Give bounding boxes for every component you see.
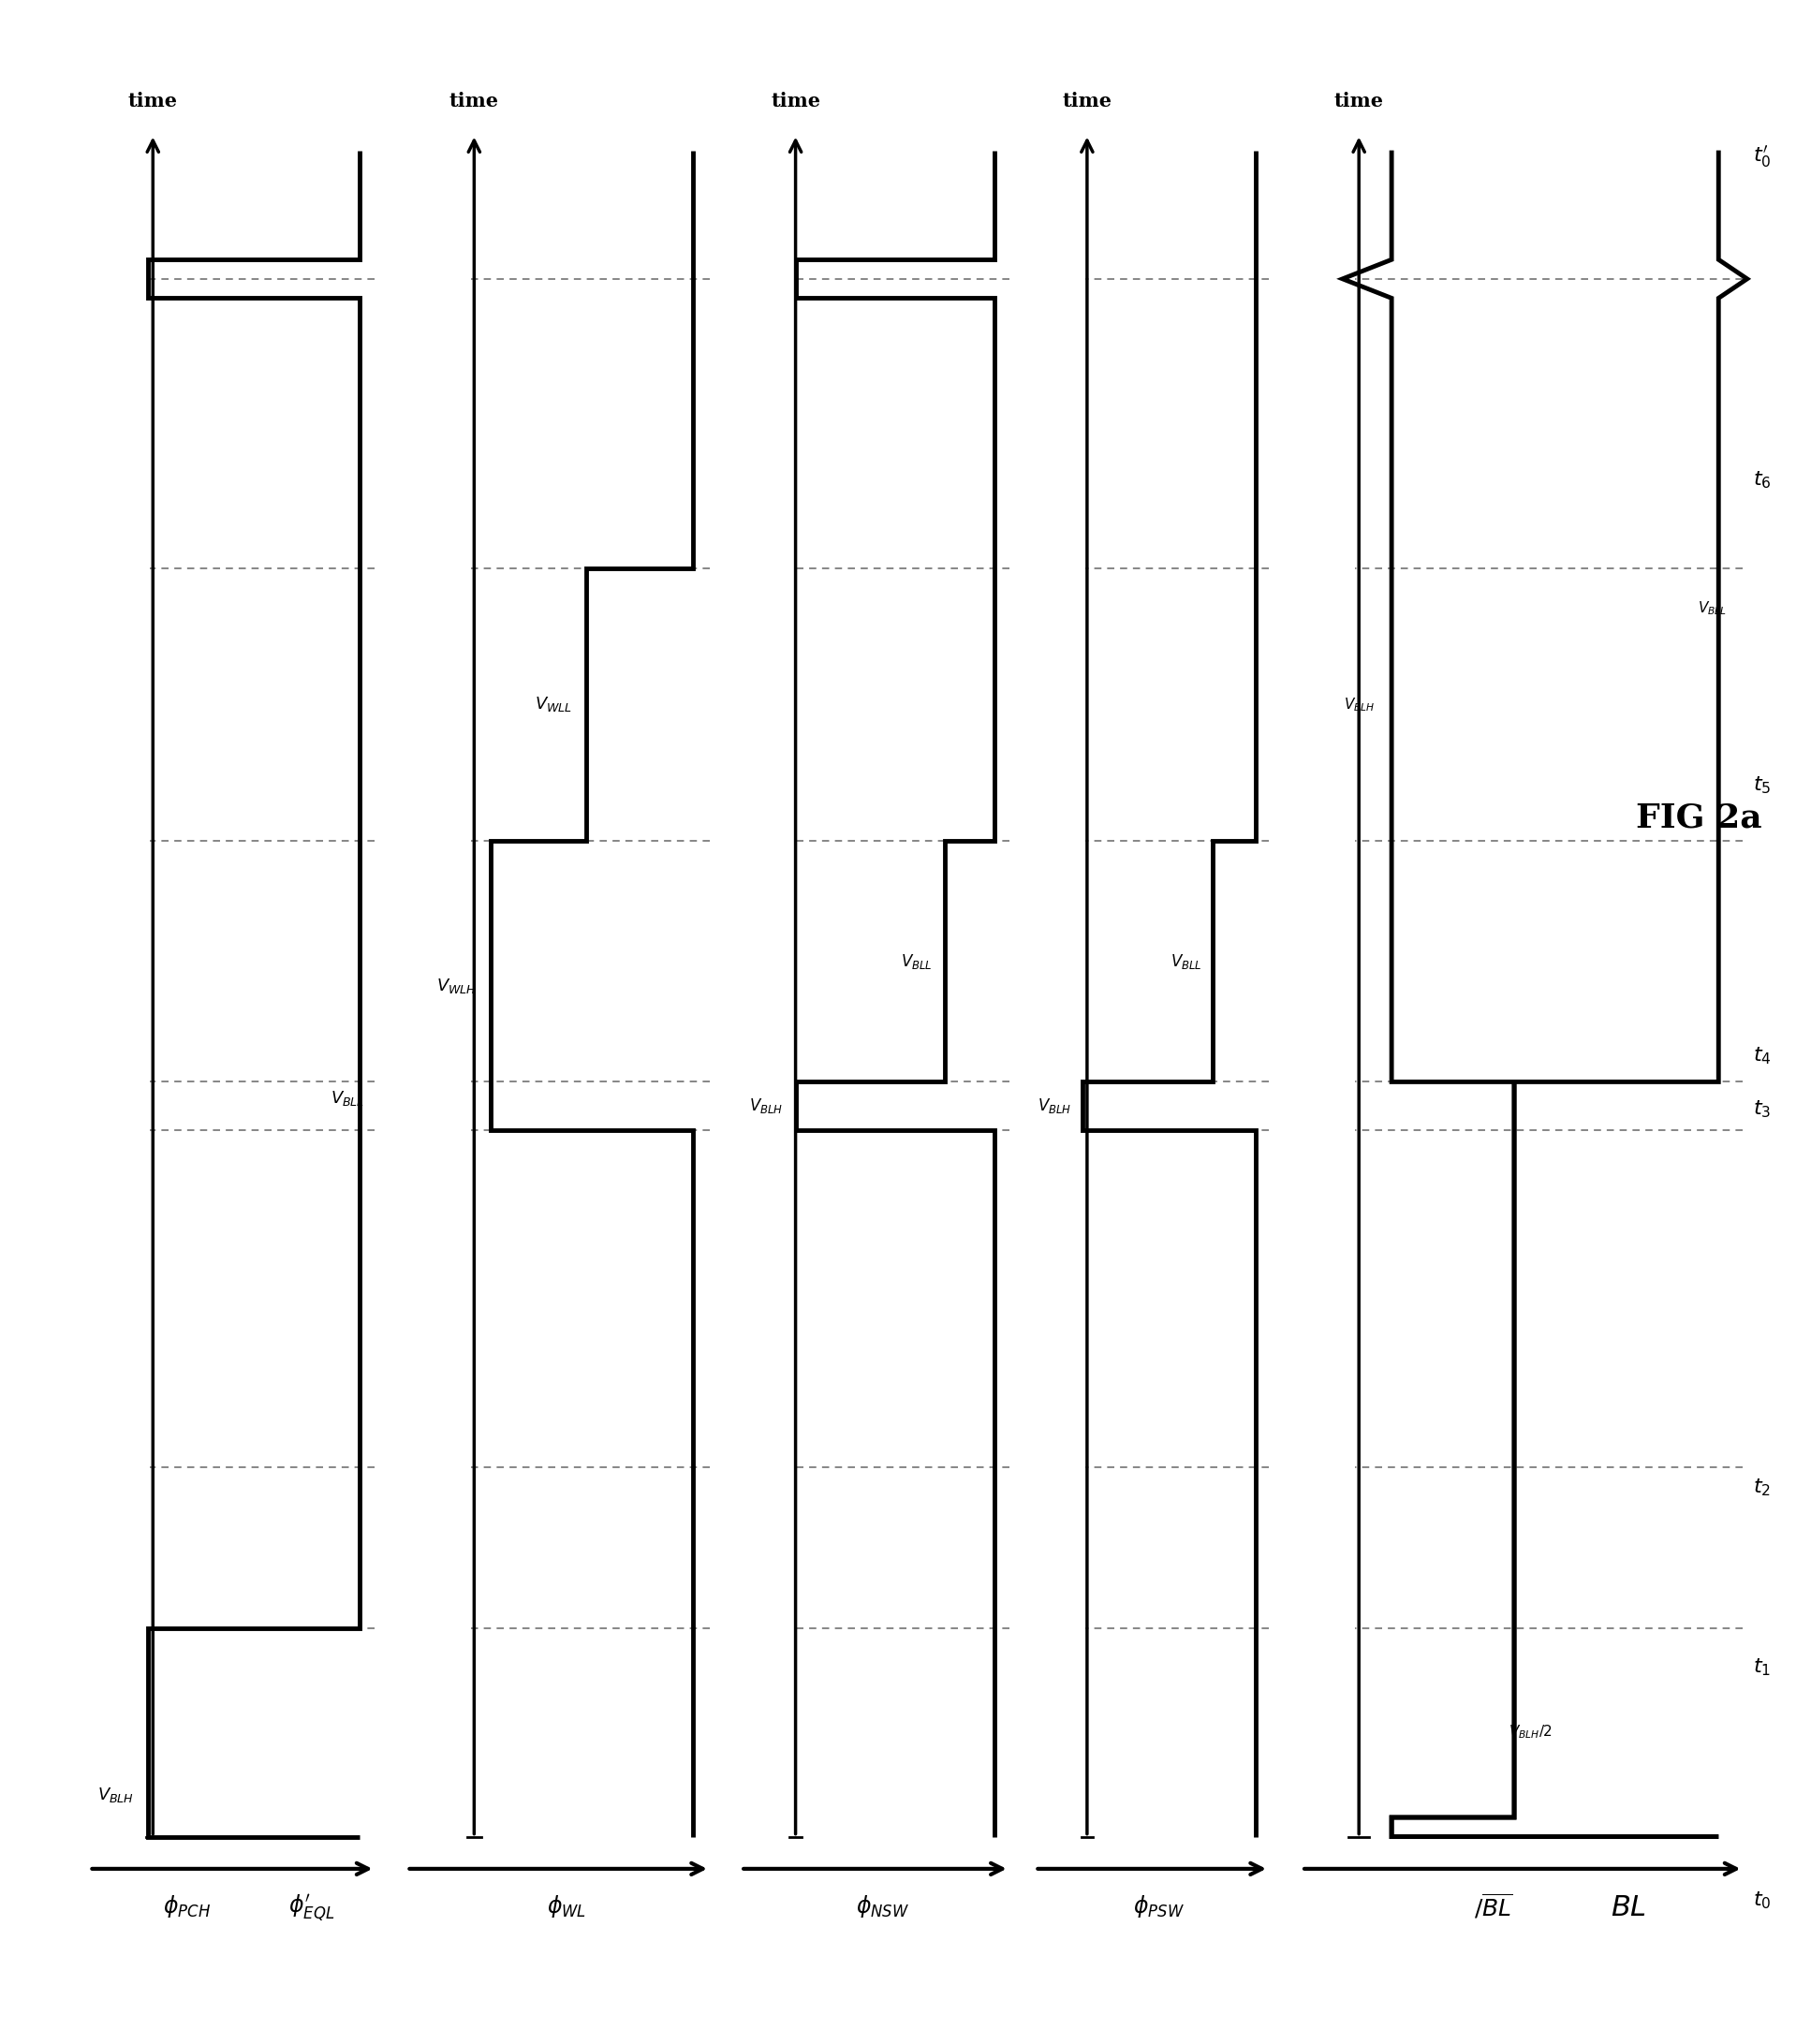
Text: $\phi_{EQL}'$: $\phi_{EQL}'$: [288, 1893, 335, 1923]
Text: $\phi_{NSW}$: $\phi_{NSW}$: [855, 1893, 909, 1919]
Text: $V_{BLH}/2$: $V_{BLH}/2$: [1509, 1723, 1552, 1739]
Text: time: time: [449, 92, 500, 110]
Text: time: time: [1335, 92, 1384, 110]
Text: $\phi_{PCH}$: $\phi_{PCH}$: [163, 1893, 212, 1919]
Text: $V_{BLL}$: $V_{BLL}$: [1170, 953, 1203, 971]
Text: $t_5$: $t_5$: [1753, 775, 1771, 797]
Text: $V_{BLL}$: $V_{BLL}$: [900, 953, 933, 971]
Text: $V_{WLH}$: $V_{WLH}$: [436, 977, 476, 995]
Text: $V_{BLL}$: $V_{BLL}$: [1697, 599, 1726, 617]
Text: $t_6$: $t_6$: [1753, 470, 1771, 491]
Text: $V_{WLL}$: $V_{WLL}$: [534, 695, 572, 713]
Text: $BL$: $BL$: [1610, 1893, 1646, 1921]
Text: $V_{BLL}$: $V_{BLL}$: [330, 1089, 364, 1108]
Text: $t_3$: $t_3$: [1753, 1100, 1771, 1120]
Text: time: time: [129, 92, 177, 110]
Text: $/\overline{BL}$: $/\overline{BL}$: [1474, 1893, 1514, 1921]
Text: $\phi_{WL}$: $\phi_{WL}$: [547, 1893, 587, 1919]
Text: $V_{BLH}$: $V_{BLH}$: [750, 1096, 782, 1116]
Text: $t_4$: $t_4$: [1753, 1044, 1771, 1067]
Text: $t_0'$: $t_0'$: [1753, 143, 1771, 170]
Text: $\phi_{PSW}$: $\phi_{PSW}$: [1132, 1893, 1184, 1919]
Text: $V_{BLH}$: $V_{BLH}$: [1344, 695, 1375, 713]
Text: time: time: [1063, 92, 1112, 110]
Text: $t_1$: $t_1$: [1753, 1656, 1771, 1678]
Text: $t_2$: $t_2$: [1753, 1476, 1771, 1498]
Text: $t_0$: $t_0$: [1753, 1891, 1771, 1911]
Text: time: time: [771, 92, 820, 110]
Text: FIG 2a: FIG 2a: [1635, 801, 1762, 834]
Text: $V_{BLH}$: $V_{BLH}$: [1038, 1096, 1072, 1116]
Text: $V_{BLH}$: $V_{BLH}$: [98, 1786, 134, 1805]
